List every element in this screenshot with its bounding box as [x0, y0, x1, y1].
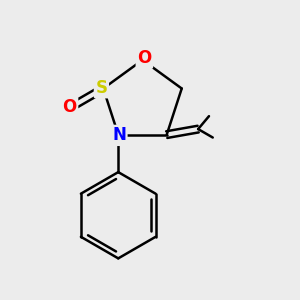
- Text: O: O: [62, 98, 77, 116]
- Text: S: S: [95, 79, 107, 97]
- Text: O: O: [137, 49, 152, 67]
- Text: N: N: [112, 126, 126, 144]
